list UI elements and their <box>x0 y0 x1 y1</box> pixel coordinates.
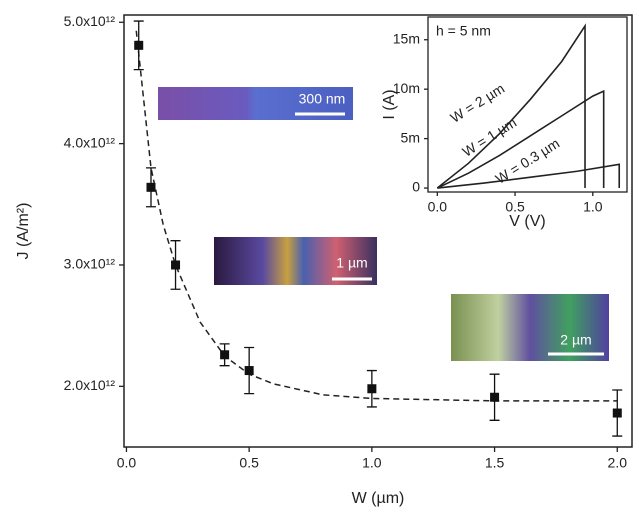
y-tick-label: 15m <box>393 30 420 46</box>
scale-label: 1 µm <box>336 255 367 271</box>
y-tick-label: 3.0x10¹² <box>64 256 116 272</box>
chart: 0.0 0.5 1.0 1.5 2.0 2.0x10¹² 3.0x10¹² 4.0x10¹² 5… <box>0 0 639 515</box>
data-point <box>220 350 229 359</box>
micrograph <box>451 294 609 361</box>
data-point <box>171 260 180 269</box>
y-axis-label: J (A/m²) <box>15 203 32 260</box>
data-point <box>146 183 155 192</box>
y-tick-label: 5.0x10¹² <box>64 13 116 29</box>
data-point <box>245 366 254 375</box>
x-tick-label: 1.0 <box>583 199 603 215</box>
scale-label: 2 µm <box>560 332 591 348</box>
y-axis-label: I (A) <box>381 89 398 119</box>
x-axis-label: W (µm) <box>352 490 405 507</box>
data-point <box>490 393 499 402</box>
x-tick-label: 0.5 <box>239 455 259 471</box>
data-point <box>367 384 376 393</box>
y-tick-label: 4.0x10¹² <box>64 134 116 150</box>
x-tick-label: 0.0 <box>117 455 137 471</box>
y-tick-label: 2.0x10¹² <box>64 377 116 393</box>
x-axis-label: V (V) <box>509 213 545 230</box>
annotation: h = 5 nm <box>436 23 491 39</box>
x-tick-label: 1.0 <box>362 455 382 471</box>
data-point <box>134 41 143 50</box>
y-tick-label: 0 <box>412 179 420 195</box>
data-point <box>613 409 622 418</box>
x-tick-label: 1.5 <box>485 455 505 471</box>
x-tick-label: 2.0 <box>608 455 628 471</box>
scale-label: 300 nm <box>299 91 346 107</box>
y-tick-label: 5m <box>401 129 420 145</box>
x-tick-label: 0.0 <box>428 199 448 215</box>
